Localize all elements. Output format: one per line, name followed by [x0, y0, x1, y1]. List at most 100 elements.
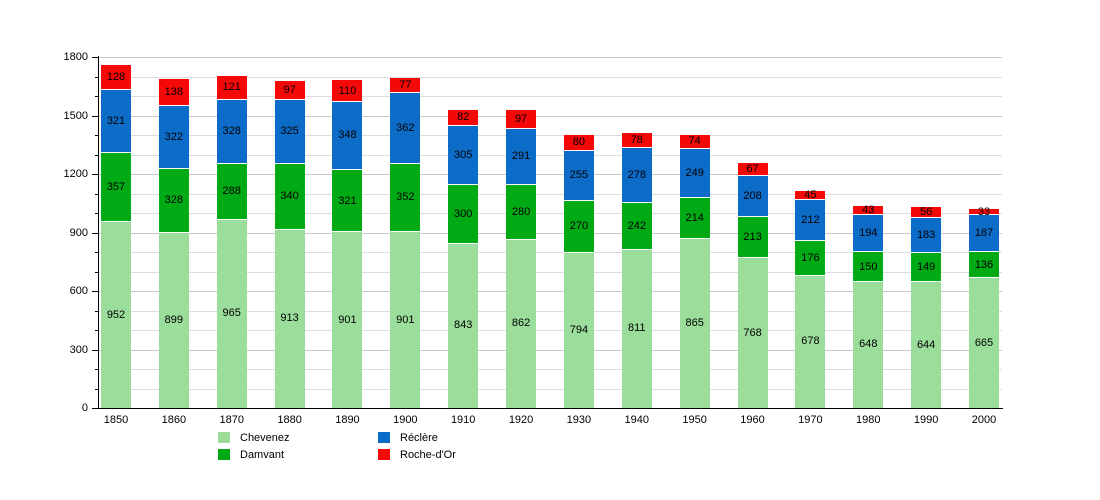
- bar-value-label: 952: [106, 308, 126, 321]
- gridline-minor: [98, 369, 1002, 370]
- legend-item-damvant: Damvant: [218, 448, 378, 461]
- bar-value-label: 149: [916, 261, 936, 274]
- bar-value-label: 794: [569, 324, 589, 337]
- y-tick-major: [92, 408, 98, 409]
- bar-segment-damvant: [390, 163, 421, 233]
- bar-value-label: 67: [746, 163, 759, 176]
- legend-label-reclere: Réclère: [400, 431, 438, 444]
- bar-value-label: 270: [569, 220, 589, 233]
- gridline-major: [98, 291, 1002, 292]
- y-tick-minor: [95, 96, 98, 97]
- bar-segment-chevenez: [390, 232, 421, 408]
- y-tick-major: [92, 57, 98, 58]
- bar-segment-réclère: [216, 99, 247, 164]
- bar-value-label: 77: [399, 79, 412, 92]
- bar-segment-roche-d'or: [969, 208, 999, 216]
- plot-area: 952 357 321 128 899 328 322 138 965 288 328 121 913 3…: [64, 51, 1003, 426]
- bar-value-label: 901: [338, 313, 357, 326]
- y-tick-major: [92, 115, 98, 117]
- y-tick-major: [92, 291, 98, 292]
- chevenez-swatch-icon: [218, 432, 230, 443]
- y-tick-label: 1800: [63, 51, 88, 63]
- bar-segment-chevenez: [274, 229, 305, 408]
- y-tick-major: [92, 349, 98, 351]
- bar-segment-réclère: [679, 149, 710, 198]
- bar-segment-roche-d'or: [216, 76, 247, 100]
- bar-segment-damvant: [506, 185, 537, 240]
- x-tick-label: 1890: [335, 414, 360, 426]
- bar-value-label: 321: [338, 194, 357, 207]
- bar-value-label: 97: [283, 84, 296, 97]
- bar-value-label: 300: [454, 207, 473, 220]
- y-tick-label: 600: [69, 285, 88, 297]
- bar-value-label: 255: [569, 169, 589, 182]
- x-tick-label: 1950: [682, 414, 707, 426]
- bar-segment-réclère: [737, 176, 768, 217]
- bar-segment-roche-d'or: [911, 206, 942, 218]
- bar-segment-damvant: [448, 185, 479, 244]
- x-tick-label: 1850: [103, 414, 129, 426]
- gridline-major: [98, 232, 1002, 234]
- y-tick-minor: [95, 154, 98, 156]
- bar-value-label: 899: [164, 313, 184, 326]
- bar-value-label: 78: [630, 134, 643, 147]
- y-tick-minor: [95, 76, 98, 78]
- y-tick-major: [92, 174, 98, 175]
- x-tick-label: 1910: [450, 414, 476, 426]
- gridline-minor: [98, 154, 1002, 156]
- x-tick-label: 1970: [798, 414, 823, 426]
- bar-value-label: 322: [164, 130, 184, 143]
- gridline-major: [98, 115, 1002, 117]
- gridline-minor: [98, 310, 1002, 312]
- y-tick-minor: [95, 213, 98, 214]
- bar-value-label: 325: [280, 125, 299, 138]
- bar-value-label: 352: [396, 191, 415, 204]
- x-tick-label: 1960: [740, 414, 765, 426]
- y-tick-minor: [95, 369, 98, 370]
- x-tick-label: 1930: [566, 414, 592, 426]
- bar-value-label: 208: [743, 189, 762, 202]
- bar-value-label: 249: [685, 166, 704, 179]
- bar-value-label: 291: [511, 150, 531, 163]
- bar-value-label: 328: [222, 125, 241, 138]
- bar-segment-chevenez: [911, 282, 942, 408]
- bar-value-label: 321: [106, 114, 126, 127]
- bar-segment-roche-d'or: [621, 133, 652, 149]
- bar-value-label: 843: [454, 319, 473, 332]
- bar-value-label: 913: [280, 312, 299, 325]
- bar-value-label: 138: [164, 85, 184, 98]
- bar-value-label: 212: [801, 214, 820, 227]
- bar-value-label: 811: [628, 322, 646, 335]
- bar-segment-chevenez: [969, 278, 999, 408]
- x-tick-label: 1990: [913, 414, 939, 426]
- bar-segment-roche-d'or: [679, 134, 710, 150]
- bar-segment-réclère: [621, 148, 652, 203]
- bar-segment-roche-d'or: [506, 109, 537, 129]
- gridline-minor: [98, 213, 1002, 214]
- bar-value-label: 901: [396, 313, 415, 326]
- bar-segment-roche-d'or: [737, 163, 768, 177]
- bar-segment-roche-d'or: [563, 135, 594, 151]
- x-tick-label: 1940: [624, 414, 650, 426]
- bar-value-label: 110: [338, 84, 357, 97]
- bar-segment-chevenez: [853, 281, 884, 408]
- legend-label-roche-dor: Roche-d'Or: [400, 448, 456, 461]
- y-tick-minor: [95, 310, 98, 312]
- y-tick-label: 300: [69, 343, 88, 356]
- bar-segment-chevenez: [795, 275, 826, 408]
- bar-segment-damvant: [274, 163, 305, 230]
- bar-segment-roche-d'or: [853, 206, 884, 215]
- bar-value-label: 678: [801, 335, 820, 348]
- gridline-minor: [98, 193, 1002, 195]
- damvant-swatch-icon: [218, 449, 230, 460]
- bar-value-label: 187: [974, 227, 994, 240]
- bar-value-label: 176: [801, 252, 820, 265]
- y-tick-minor: [95, 252, 98, 253]
- gridline-major: [98, 174, 1002, 175]
- bar-segment-damvant: [332, 169, 363, 233]
- bar-value-label: 194: [859, 226, 878, 239]
- gridline-minor: [98, 330, 1002, 331]
- roche-dor-swatch-icon: [378, 449, 390, 460]
- bar-segment-damvant: [621, 202, 652, 250]
- x-tick-label: 1880: [277, 414, 302, 426]
